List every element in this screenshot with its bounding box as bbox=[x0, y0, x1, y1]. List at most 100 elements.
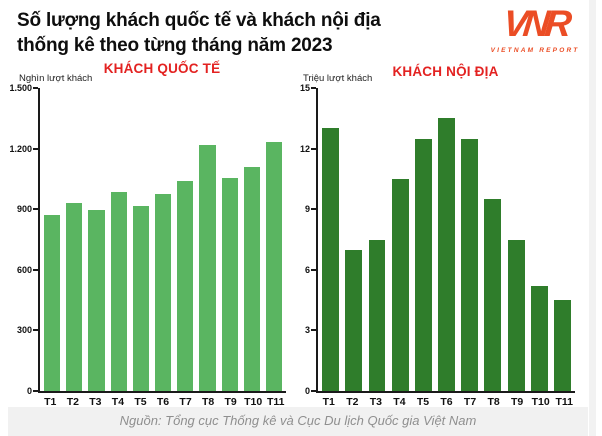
page-title: Số lượng khách quốc tế và khách nội địa … bbox=[17, 8, 487, 58]
bar-slot-T1 bbox=[319, 88, 342, 391]
bar-slot-T7 bbox=[174, 88, 196, 391]
page-title-line2: thống kê theo từng tháng năm 2023 bbox=[17, 35, 333, 56]
x-tick-label-T8: T8 bbox=[201, 396, 215, 408]
y-tick-label: 0 bbox=[26, 386, 32, 396]
y-tick-label: 9 bbox=[304, 204, 310, 215]
page-title-line1: Số lượng khách quốc tế và khách nội địa bbox=[17, 10, 381, 31]
bar-slot-T10 bbox=[241, 88, 263, 391]
page-edge-strip bbox=[589, 0, 596, 436]
plot-area-international: 0 300 600 900 1.200 1.500 bbox=[9, 83, 286, 396]
source-footer: Nguồn: Tổng cục Thống kê và Cục Du lịch … bbox=[8, 407, 588, 436]
y-axis-tick bbox=[33, 147, 38, 150]
bar-T4 bbox=[110, 192, 127, 391]
source-text: Nguồn: Tổng cục Thống kê và Cục Du lịch … bbox=[119, 413, 477, 428]
bar-slot-T1 bbox=[41, 88, 63, 391]
bar-T1 bbox=[322, 128, 340, 391]
bar-slot-T9 bbox=[219, 88, 241, 391]
x-tick-label-T4: T4 bbox=[111, 396, 125, 408]
y-tick-label: 300 bbox=[16, 325, 32, 336]
x-tick-label-T11: T11 bbox=[555, 396, 573, 408]
x-tick-label-T7: T7 bbox=[463, 396, 477, 408]
bar-slot-T3 bbox=[365, 88, 388, 391]
bar-T1 bbox=[44, 215, 61, 391]
bar-T9 bbox=[221, 178, 238, 391]
bars-group bbox=[318, 88, 575, 391]
y-tick-label: 900 bbox=[16, 204, 32, 215]
x-tick-label-T6: T6 bbox=[440, 396, 453, 408]
x-tick-label-T8: T8 bbox=[487, 396, 500, 408]
bar-T8 bbox=[484, 199, 502, 391]
x-tick-label-T5: T5 bbox=[134, 396, 147, 408]
bar-T9 bbox=[507, 239, 525, 391]
x-tick-label-T2: T2 bbox=[346, 396, 359, 408]
y-axis-tick bbox=[311, 268, 316, 271]
bar-T10 bbox=[243, 166, 260, 391]
bar-slot-T5 bbox=[412, 88, 435, 391]
x-tick-label-T2: T2 bbox=[66, 396, 79, 408]
x-tick-label-T3: T3 bbox=[369, 396, 382, 408]
x-axis-labels-domestic: T1 T2 T3 T4 T5 T6 T7 T8 T9 T10 T11 bbox=[316, 396, 577, 409]
bar-slot-T10 bbox=[528, 88, 551, 391]
bar-slot-T4 bbox=[389, 88, 412, 391]
x-tick-label-T4: T4 bbox=[393, 396, 406, 408]
bar-slot-T2 bbox=[342, 88, 365, 391]
plot-area-domestic: 0 3 6 9 12 15 bbox=[300, 83, 575, 396]
y-axis-tick bbox=[311, 329, 316, 332]
bar-T2 bbox=[345, 249, 363, 391]
bar-T11 bbox=[554, 300, 571, 391]
y-axis-tick bbox=[33, 268, 38, 271]
y-tick-label: 1.500 bbox=[9, 83, 32, 93]
y-axis-tick bbox=[311, 147, 316, 150]
y-axis-tick bbox=[33, 208, 38, 211]
x-tick-label-T1: T1 bbox=[44, 396, 57, 408]
y-axis-tick bbox=[33, 87, 38, 89]
bar-slot-T3 bbox=[85, 88, 107, 391]
y-tick-label: 600 bbox=[16, 264, 32, 275]
bar-T3 bbox=[368, 239, 386, 391]
bar-slot-T5 bbox=[130, 88, 152, 391]
y-axis-tick bbox=[311, 208, 316, 211]
x-tick-label-T9: T9 bbox=[224, 396, 237, 408]
bar-T11 bbox=[265, 142, 283, 391]
chart-title-international: KHÁCH QUỐC TẾ bbox=[103, 61, 221, 76]
y-tick-label: 6 bbox=[304, 264, 310, 275]
bar-slot-T11 bbox=[263, 88, 285, 391]
y-tick-label: 15 bbox=[299, 83, 310, 93]
bar-slot-T9 bbox=[505, 88, 528, 391]
x-axis-labels-international: T1 T2 T3 T4 T5 T6 T7 T8 T9 T10 T11 bbox=[38, 396, 288, 409]
x-tick-label-T7: T7 bbox=[179, 396, 192, 408]
y-axis-tick bbox=[311, 390, 316, 392]
bar-T8 bbox=[199, 145, 216, 391]
bar-T5 bbox=[132, 205, 149, 391]
bar-T2 bbox=[66, 202, 83, 391]
y-tick-label: 12 bbox=[299, 143, 310, 154]
y-tick-label: 1.200 bbox=[9, 143, 32, 154]
chart-title-domestic: KHÁCH NỘI ĐỊA bbox=[392, 64, 499, 79]
y-axis-tick bbox=[311, 87, 316, 89]
y-axis-unit-label-domestic: Triệu lượt khách bbox=[303, 73, 373, 84]
y-tick-label: 0 bbox=[304, 386, 310, 396]
x-tick-label-T10: T10 bbox=[244, 396, 263, 408]
x-tick-label-T9: T9 bbox=[511, 396, 524, 408]
bar-slot-T11 bbox=[551, 88, 574, 391]
vnr-logo-text: VNR bbox=[501, 3, 569, 44]
x-tick-label-T10: T10 bbox=[531, 396, 550, 408]
bar-slot-T6 bbox=[435, 88, 458, 391]
y-axis-tick bbox=[33, 390, 38, 392]
bar-T10 bbox=[530, 285, 548, 391]
bar-slot-T2 bbox=[63, 88, 85, 391]
bar-T3 bbox=[88, 210, 105, 391]
bar-slot-T4 bbox=[108, 88, 130, 391]
bar-slot-T8 bbox=[481, 88, 504, 391]
x-tick-label-T5: T5 bbox=[416, 396, 430, 408]
bar-T5 bbox=[414, 138, 432, 391]
bars-group bbox=[40, 88, 286, 391]
vnr-logo-subtext: VIETNAM REPORT bbox=[490, 47, 580, 54]
bar-T6 bbox=[438, 118, 455, 391]
bar-slot-T8 bbox=[196, 88, 218, 391]
x-tick-label-T3: T3 bbox=[89, 396, 102, 408]
bar-T4 bbox=[391, 178, 409, 391]
vietnam-report-logo: VNR VIETNAM REPORT bbox=[490, 2, 580, 54]
bar-slot-T7 bbox=[458, 88, 481, 391]
